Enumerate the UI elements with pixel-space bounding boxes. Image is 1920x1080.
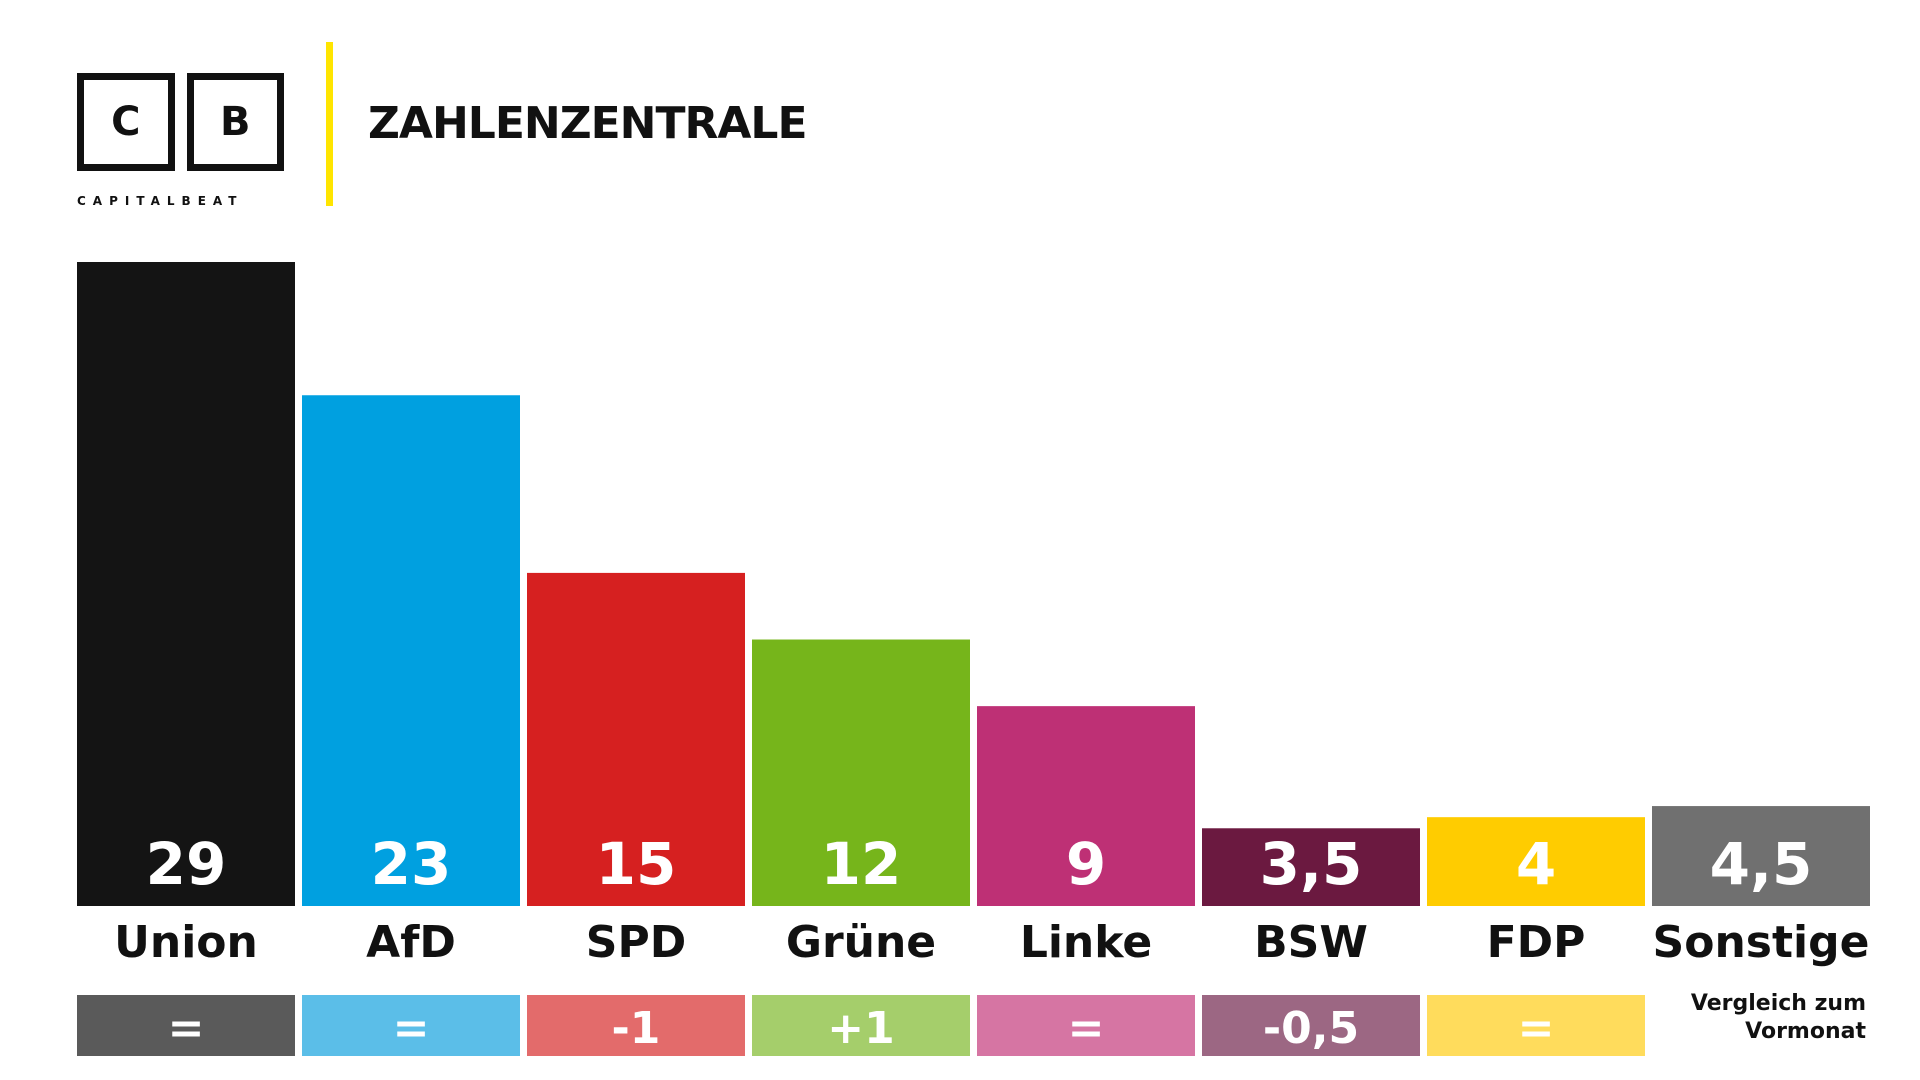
change-box-union: [77, 995, 295, 1056]
category-label-spd: SPD: [586, 917, 686, 968]
category-label-linke: Linke: [1020, 917, 1152, 968]
bar-afd: [302, 395, 520, 906]
bar-gr-ne: [752, 639, 970, 906]
change-box-fdp: [1427, 995, 1645, 1056]
value-label-fdp: 4: [1516, 830, 1556, 898]
value-label-linke: 9: [1066, 830, 1106, 898]
category-label-afd: AfD: [366, 917, 456, 968]
bar-linke: [977, 706, 1195, 906]
bar-spd: [527, 572, 745, 906]
bar-fdp: [1427, 817, 1645, 906]
category-label-gr-ne: Grüne: [786, 917, 936, 968]
logo-letter-c: C: [77, 73, 175, 171]
change-box-linke: [977, 995, 1195, 1056]
value-label-gr-ne: 12: [821, 830, 902, 898]
bar-sonstige: [1652, 806, 1870, 906]
bar-union: [77, 262, 295, 906]
change-box-afd: [302, 995, 520, 1056]
change-label-spd: -1: [612, 1003, 661, 1054]
change-label-afd: =: [393, 1003, 430, 1054]
change-label-gr-ne: +1: [827, 1003, 894, 1054]
category-label-bsw: BSW: [1254, 917, 1368, 968]
change-label-bsw: -0,5: [1263, 1003, 1359, 1054]
value-label-afd: 23: [371, 830, 452, 898]
page-title: ZAHLENZENTRALE: [368, 98, 808, 149]
change-label-linke: =: [1068, 1003, 1105, 1054]
capitalbeat-logo: C B: [77, 73, 284, 171]
header: C B CAPITALBEAT ZAHLENZENTRALE: [0, 0, 1920, 220]
accent-divider: [326, 42, 333, 206]
category-label-union: Union: [114, 917, 258, 968]
value-label-sonstige: 4,5: [1710, 830, 1813, 898]
logo-letter-b: B: [186, 73, 284, 171]
value-label-spd: 15: [596, 830, 677, 898]
change-box-bsw: [1202, 995, 1420, 1056]
category-label-fdp: FDP: [1487, 917, 1586, 968]
change-label-fdp: =: [1518, 1003, 1555, 1054]
category-label-sonstige: Sonstige: [1653, 917, 1870, 968]
comparison-note: Vergleich zum Vormonat: [1690, 991, 1866, 1044]
change-box-spd: [527, 995, 745, 1056]
value-label-union: 29: [146, 830, 227, 898]
value-label-bsw: 3,5: [1260, 830, 1363, 898]
logo-wordmark: CAPITALBEAT: [77, 194, 244, 208]
bar-bsw: [1202, 828, 1420, 906]
change-box-gr-ne: [752, 995, 970, 1056]
change-label-union: =: [168, 1003, 205, 1054]
